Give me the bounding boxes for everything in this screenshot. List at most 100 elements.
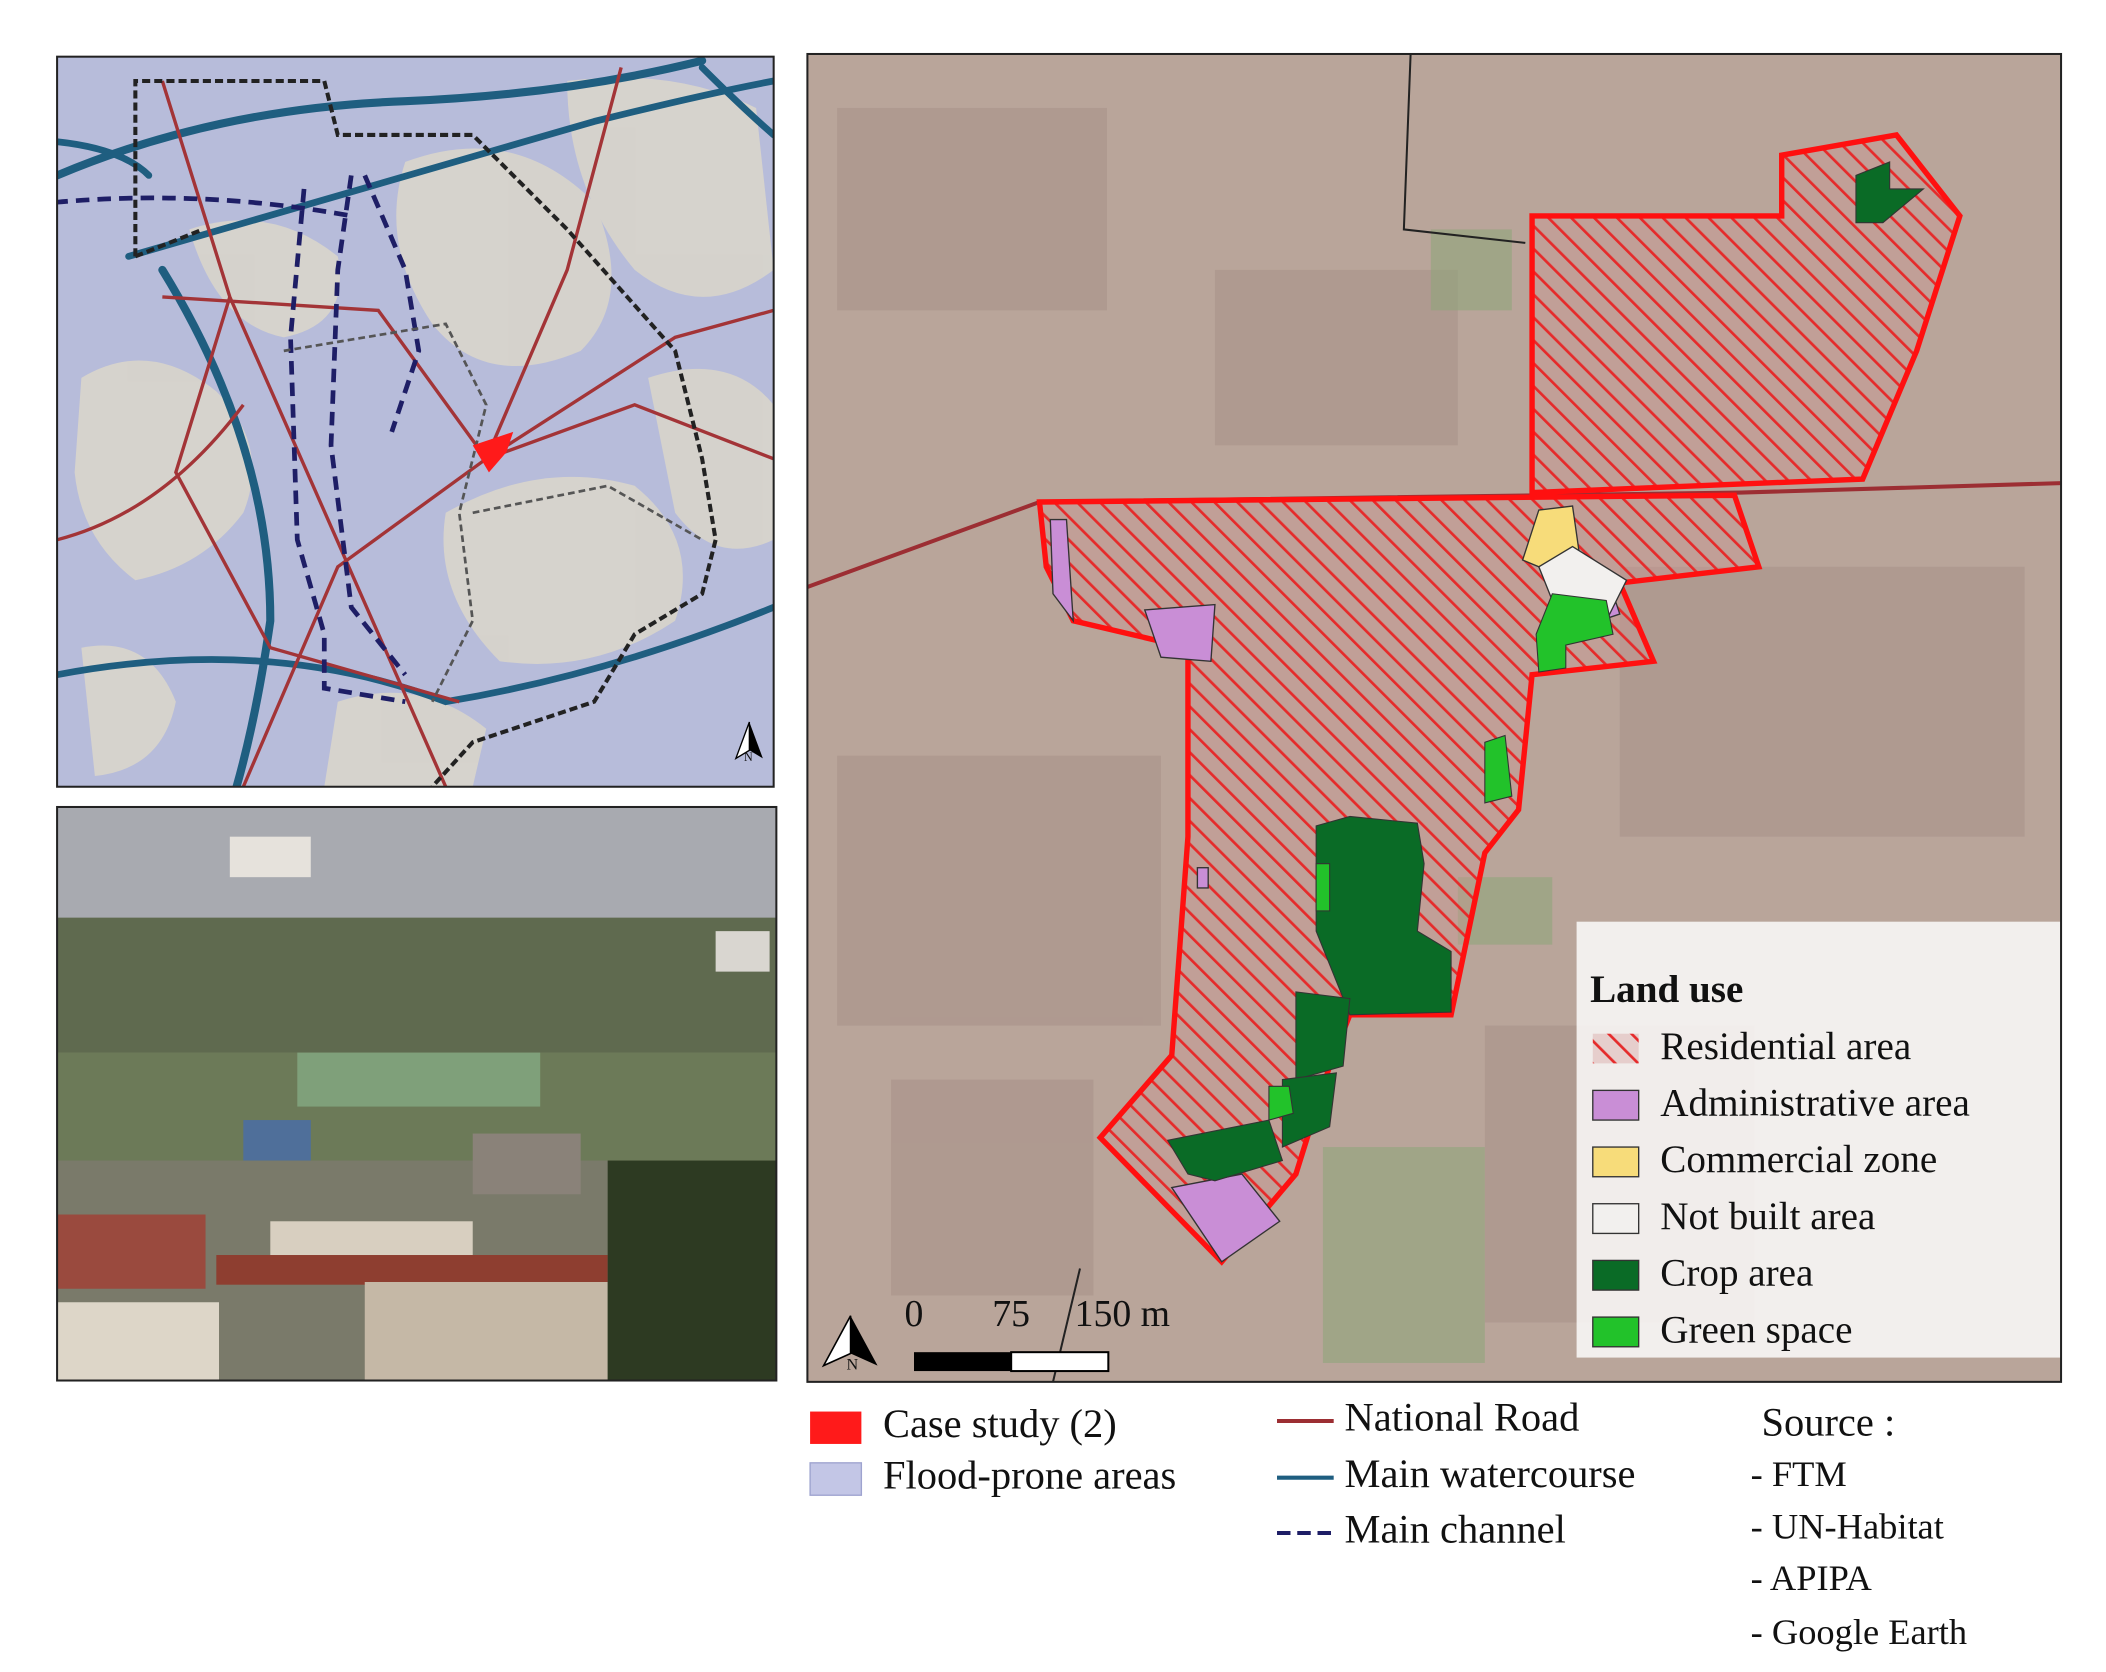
legend-swatch [1592, 1203, 1640, 1235]
legend-label: Green space [1660, 1308, 1852, 1351]
map-shape [158, 265, 275, 787]
map-shape [1535, 593, 1614, 673]
vegetation-texture [1322, 229, 1553, 1363]
map-shape [288, 188, 406, 705]
map-shape [125, 77, 774, 260]
map-shape [1049, 518, 1075, 623]
map-shape [1143, 603, 1216, 662]
map-shape [297, 1052, 541, 1107]
map-shape [241, 457, 488, 787]
map-shape [324, 692, 487, 787]
map-shape [328, 175, 408, 677]
map-shape [57, 917, 777, 1053]
scale-label: 75 [992, 1293, 1030, 1335]
map-shape [837, 107, 1107, 311]
legend-label: Administrative area [1660, 1082, 1970, 1125]
map-shape [189, 220, 341, 338]
legend-label: Flood-prone areas [883, 1452, 1176, 1497]
main-frame [806, 52, 2063, 1383]
map-shape [567, 77, 774, 297]
legend-label: Case study (2) [883, 1401, 1117, 1446]
map-shape [81, 645, 176, 776]
legend-label: Main watercourse [1344, 1451, 1635, 1496]
photo-frame [56, 805, 778, 1382]
map-shape [891, 1079, 1094, 1296]
map-shape [57, 1214, 206, 1289]
map-shape [648, 368, 774, 549]
map-shape [1268, 1085, 1294, 1121]
map-shape [57, 56, 707, 180]
legend-swatch [1592, 1316, 1640, 1348]
source-title: Source : [1761, 1400, 1895, 1445]
source-item: - FTM [1751, 1454, 1847, 1494]
map-shape [1214, 269, 1458, 446]
main-north-label: N [847, 1355, 859, 1373]
bottom-legend: Case study (2) Flood-prone areas Nationa… [809, 1394, 1636, 1551]
map-shape [1315, 863, 1331, 912]
map-shape [174, 296, 460, 704]
map-shape [1010, 1351, 1110, 1373]
legend-label: Crop area [1660, 1252, 1813, 1295]
inset-frame [56, 55, 775, 788]
main-north-arrow: N [821, 1315, 878, 1373]
scale-label: 0 [905, 1293, 924, 1335]
map-shape [472, 484, 703, 541]
map-shape [243, 1120, 311, 1161]
map-shape [1281, 1072, 1338, 1148]
map-shape [229, 836, 311, 878]
map-shape [57, 138, 153, 179]
legend-swatch [1592, 1089, 1640, 1121]
inset-north-arrow: N [734, 721, 763, 764]
district-boundary [1402, 53, 1526, 244]
case-study-location [472, 431, 514, 473]
scale-label: 150 m [1075, 1293, 1170, 1335]
map-shape [484, 67, 623, 460]
map-shape [1576, 921, 2062, 1358]
map-shape [698, 64, 774, 139]
map-shape [57, 1302, 220, 1381]
legend-swatch [1592, 1033, 1639, 1064]
non-flood-land [74, 77, 774, 787]
map-shape [749, 721, 763, 759]
map-shape [133, 78, 718, 787]
inset-north-label: N [744, 750, 753, 764]
map-shape [364, 1282, 608, 1381]
source-block: Source : - FTM - UN-Habitat - APIPA - Go… [1751, 1400, 1967, 1652]
legend-label: Main channel [1344, 1506, 1565, 1551]
source-item: - UN-Habitat [1751, 1507, 1944, 1547]
map-shape [57, 603, 774, 706]
map-shape [1315, 815, 1452, 1016]
map-shape [914, 1352, 1012, 1372]
map-shape [362, 174, 422, 433]
map-shape [1295, 991, 1351, 1081]
district-boundaries [133, 78, 718, 787]
map-shape [850, 1315, 878, 1366]
legend-swatch [810, 1411, 862, 1444]
legend-label: Not built area [1660, 1195, 1875, 1238]
green-spaces [1268, 593, 1614, 1121]
map-shape [1322, 1147, 1485, 1363]
legend-label: Residential area [1660, 1025, 1911, 1068]
watercourses [57, 56, 774, 787]
map-shape [270, 1221, 473, 1256]
legend-swatch [809, 1462, 863, 1496]
map-shape [443, 476, 683, 664]
map-shape [472, 1133, 581, 1195]
inset-map: N [57, 56, 774, 787]
map-shape [1166, 1119, 1284, 1182]
scale-bar: 0 75 150 m [905, 1293, 1170, 1373]
map-shape [607, 1160, 777, 1381]
map-shape [57, 806, 777, 929]
map-shape [216, 1255, 608, 1285]
map-shape [715, 931, 770, 972]
crop-areas [1166, 161, 1925, 1182]
map-shape [1619, 566, 2025, 837]
map-shape [1430, 229, 1512, 311]
legend-label: National Road [1344, 1394, 1579, 1439]
legend-title: Land use [1590, 968, 1743, 1011]
neighborhood-photo [57, 806, 777, 1381]
main-channels [57, 174, 422, 705]
legend-swatch [1592, 1259, 1640, 1291]
